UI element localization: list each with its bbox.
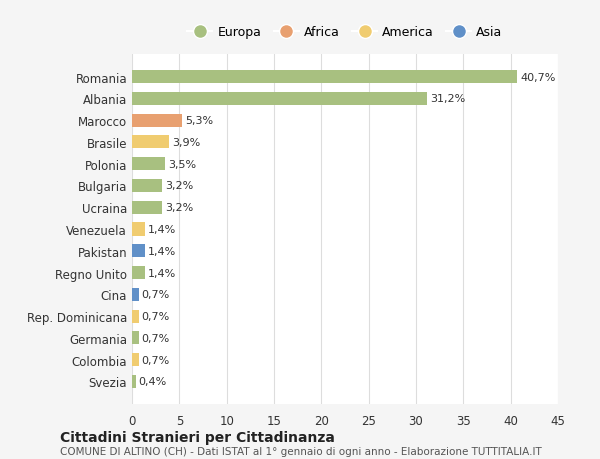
- Bar: [132, 223, 145, 236]
- Text: COMUNE DI ALTINO (CH) - Dati ISTAT al 1° gennaio di ogni anno - Elaborazione TUT: COMUNE DI ALTINO (CH) - Dati ISTAT al 1°…: [60, 447, 542, 456]
- Text: 1,4%: 1,4%: [148, 224, 176, 235]
- Text: 3,2%: 3,2%: [165, 203, 193, 213]
- Bar: [132, 310, 139, 323]
- Bar: [132, 331, 139, 345]
- Bar: [132, 158, 165, 171]
- Text: 0,7%: 0,7%: [142, 311, 170, 321]
- Text: 40,7%: 40,7%: [520, 73, 556, 83]
- Text: 1,4%: 1,4%: [148, 268, 176, 278]
- Bar: [132, 114, 182, 128]
- Text: 0,7%: 0,7%: [142, 355, 170, 365]
- Bar: [132, 71, 517, 84]
- Text: 0,7%: 0,7%: [142, 290, 170, 300]
- Bar: [132, 179, 162, 193]
- Bar: [132, 375, 136, 388]
- Legend: Europa, Africa, America, Asia: Europa, Africa, America, Asia: [187, 27, 503, 39]
- Text: 3,5%: 3,5%: [168, 159, 196, 169]
- Bar: [132, 353, 139, 366]
- Text: 1,4%: 1,4%: [148, 246, 176, 256]
- Text: 0,7%: 0,7%: [142, 333, 170, 343]
- Bar: [132, 288, 139, 301]
- Text: 3,2%: 3,2%: [165, 181, 193, 191]
- Bar: [132, 266, 145, 280]
- Text: 3,9%: 3,9%: [172, 138, 200, 148]
- Bar: [132, 93, 427, 106]
- Text: 0,4%: 0,4%: [139, 376, 167, 386]
- Text: Cittadini Stranieri per Cittadinanza: Cittadini Stranieri per Cittadinanza: [60, 430, 335, 444]
- Text: 31,2%: 31,2%: [430, 94, 466, 104]
- Bar: [132, 245, 145, 258]
- Text: 5,3%: 5,3%: [185, 116, 213, 126]
- Bar: [132, 201, 162, 214]
- Bar: [132, 136, 169, 149]
